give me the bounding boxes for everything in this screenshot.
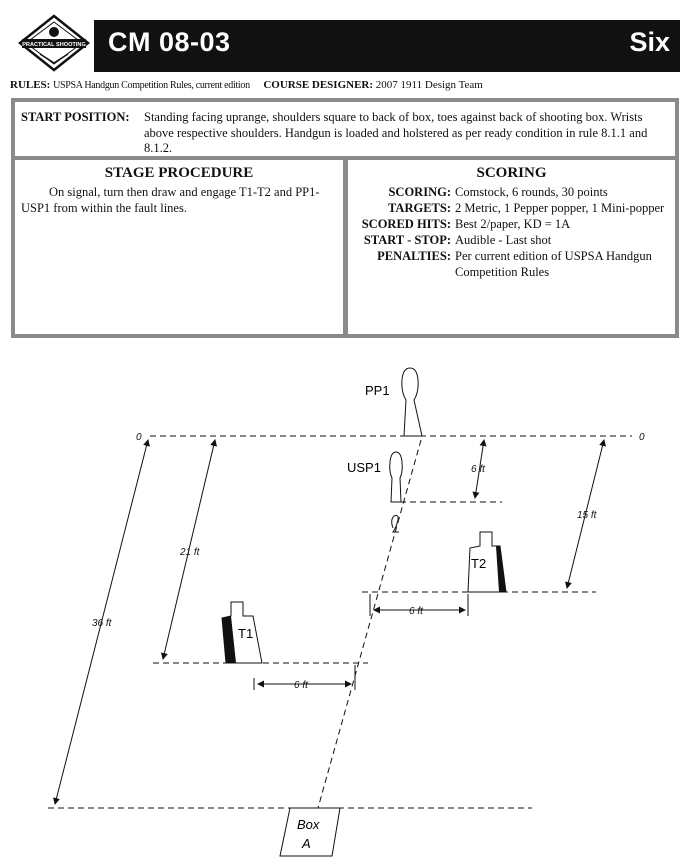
targets-row-value: 2 Metric, 1 Pepper popper, 1 Mini-popper	[455, 201, 665, 215]
penalties-row: PENALTIES: Per current edition of USPSA …	[348, 248, 675, 280]
box-label-line2: A	[301, 836, 311, 851]
distance-15-arrow	[565, 439, 606, 589]
stage-procedure-title: STAGE PROCEDURE	[104, 165, 254, 181]
round-count-word: Six	[629, 27, 670, 57]
scoring-row: SCORING: Comstock, 6 rounds, 30 points	[348, 184, 675, 200]
scored-hits-row-label: SCORED HITS:	[361, 217, 451, 231]
scored-hits-row: SCORED HITS: Best 2/paper, KD = 1A	[348, 216, 675, 232]
stage-procedure-box: STAGE PROCEDURE On signal, turn then dra…	[15, 160, 343, 334]
t1-metric-target: T1	[221, 601, 263, 664]
pp1-popper-target: PP1	[365, 367, 423, 437]
distance-21-label: 21 ft	[179, 547, 201, 558]
distance-36-arrow	[53, 439, 150, 805]
distance-15-label: 15 ft	[577, 510, 598, 521]
start-position-text: Standing facing uprange, shoulders squar…	[144, 110, 648, 155]
zero-left-label: 0	[136, 432, 142, 443]
stage-procedure-text: On signal, turn then draw and engage T1-…	[21, 185, 320, 215]
distance-36-label: 36 ft	[92, 618, 113, 629]
rules-label: RULES:	[10, 79, 51, 91]
title-bar: CM 08-03 Six	[94, 20, 680, 72]
penalties-row-label: PENALTIES:	[377, 249, 451, 263]
scoring-row-value: Comstock, 6 rounds, 30 points	[455, 185, 608, 199]
targets-row-label: TARGETS:	[388, 201, 451, 215]
box-label-line1: Box	[297, 817, 320, 832]
distance-6-vertical-arrow	[472, 439, 487, 499]
course-code: CM 08-03	[108, 27, 231, 57]
distance-6-upper-label: 6 ft	[409, 606, 424, 617]
targets-row: TARGETS: 2 Metric, 1 Pepper popper, 1 Mi…	[348, 200, 675, 216]
logo-text: PRACTICAL SHOOTING	[22, 42, 86, 48]
start-stop-row: START - STOP: Audible - Last shot	[348, 232, 675, 248]
scoring-box: SCORING SCORING: Comstock, 6 rounds, 30 …	[348, 160, 675, 334]
lane-popper-marker-icon	[391, 515, 399, 533]
stage-info-panel: START POSITION: Standing facing uprange,…	[11, 98, 679, 338]
shooting-box-a: Box A	[279, 807, 341, 857]
scoring-title: SCORING	[476, 165, 547, 181]
usp1-label: USP1	[347, 460, 381, 475]
pp1-label: PP1	[365, 383, 390, 398]
start-stop-row-label: START - STOP:	[363, 233, 451, 247]
designer-value: 2007 1911 Design Team	[375, 79, 483, 91]
rules-line: RULES: USPSA Handgun Competition Rules, …	[10, 79, 483, 91]
distance-6-lower-label: 6 ft	[294, 680, 309, 691]
start-stop-row-value: Audible - Last shot	[455, 233, 552, 247]
zero-right-label: 0	[639, 432, 645, 443]
scoring-rows: SCORING: Comstock, 6 rounds, 30 points T…	[348, 184, 675, 280]
designer-label: COURSE DESIGNER:	[263, 79, 374, 91]
t1-label: T1	[238, 626, 253, 641]
start-position-box: START POSITION: Standing facing uprange,…	[15, 102, 675, 156]
shooting-lane-line	[317, 439, 422, 809]
distance-6-vertical-label: 6 ft	[471, 464, 486, 475]
distance-21-arrow	[160, 439, 218, 660]
stage-header: PRACTICAL SHOOTING CM 08-03 Six	[14, 14, 680, 72]
penalties-row-value: Per current edition of USPSA Handgun Com…	[455, 249, 652, 279]
rules-value: USPSA Handgun Competition Rules, current…	[53, 80, 250, 91]
t2-metric-target: T2	[467, 531, 507, 593]
stage-diagram: 0 0 36 ft 21 ft 15 ft 6 ft 6 ft 6 ft PP1…	[48, 367, 645, 857]
scoring-row-label: SCORING:	[388, 185, 451, 199]
usp1-mini-popper-target: USP1	[347, 451, 403, 503]
t2-label: T2	[471, 556, 486, 571]
scored-hits-row-value: Best 2/paper, KD = 1A	[455, 217, 571, 231]
start-position-label: START POSITION:	[21, 110, 130, 124]
practical-shooting-logo: PRACTICAL SHOOTING	[17, 14, 91, 72]
